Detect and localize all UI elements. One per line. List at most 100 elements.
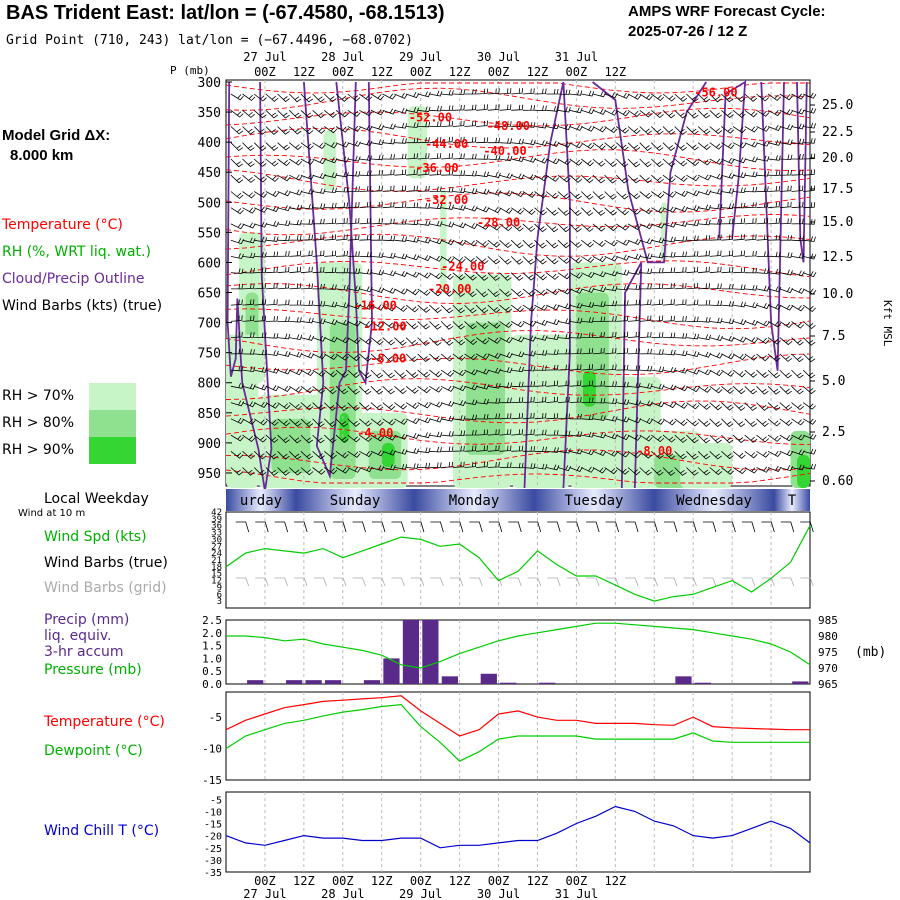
model-grid-value: 8.000 km: [10, 147, 74, 164]
wind-barb: [581, 317, 594, 323]
wind-barb: [721, 318, 735, 325]
wind-barb: [616, 348, 629, 355]
wind-barb: [324, 142, 338, 149]
wind-barb: [300, 283, 313, 290]
wind-barb: [756, 320, 770, 327]
wind-barb: [382, 123, 396, 130]
kft-tick-label: 20.0: [822, 151, 853, 166]
wind-barb: [803, 107, 817, 114]
wind-barb: [627, 109, 641, 118]
wind-barb: [662, 93, 676, 102]
surface-barb-true: [741, 521, 756, 533]
wind-barb: [394, 219, 407, 225]
wind-barb: [733, 267, 746, 274]
wind-barb: [265, 190, 280, 198]
wind-barb: [417, 203, 431, 209]
surface-barb-grid: [605, 577, 619, 587]
wind-barb: [651, 237, 665, 244]
forecast-cycle-label: AMPS WRF Forecast Cycle:: [628, 3, 826, 20]
wind-barb: [627, 467, 641, 476]
wind-barb: [347, 450, 361, 458]
wind-barb: [616, 109, 630, 117]
wind-barb: [441, 430, 454, 437]
wind-barb: [662, 236, 676, 243]
wind-barb: [452, 89, 466, 95]
surface-barb-grid: [410, 577, 425, 587]
wind-barb: [557, 348, 571, 355]
upper-air-panel: -56.00 -52.00 -48.00 -44.00 -40.00 -36.00 -32.…: [170, 64, 894, 492]
wind-barb: [779, 235, 793, 241]
wind-barb: [522, 122, 536, 128]
wind-barb: [289, 402, 302, 410]
wind-barb: [475, 239, 489, 248]
precip-accum-label: 3-hr accum: [44, 644, 124, 660]
wind-barb: [382, 138, 396, 145]
wind-barb: [406, 137, 419, 144]
wind-barb: [417, 462, 431, 469]
wind-barb: [312, 467, 326, 475]
kft-tick-label: 2.5: [822, 425, 845, 440]
surface-barb-grid: [702, 577, 717, 587]
isotherm-label: -32.00: [425, 193, 468, 207]
surface-barb-grid: [741, 577, 756, 587]
wind-barb: [802, 353, 816, 363]
wind-barb: [452, 353, 466, 361]
wind-barb: [756, 251, 769, 257]
surface-barb-true: [469, 521, 483, 533]
wind-barb: [744, 319, 758, 326]
wind-barb: [440, 256, 455, 263]
wind-barb: [627, 191, 641, 200]
wind-barb: [791, 418, 805, 426]
wind-barb: [499, 272, 512, 281]
wind-barb: [511, 104, 524, 111]
wind-barb: [230, 365, 244, 372]
wind-barb: [289, 158, 303, 166]
wind-barb: [802, 321, 816, 330]
wind-barb: [429, 288, 442, 297]
wind-barb: [277, 235, 291, 242]
wind-barb: [300, 418, 314, 428]
wind-barb: [382, 402, 396, 411]
wind-barb: [791, 321, 805, 329]
wind-barb: [242, 450, 255, 460]
wind-barb: [242, 109, 255, 118]
precip-bar: [305, 680, 322, 684]
wind-barb: [604, 174, 617, 184]
wind-barb: [476, 120, 488, 127]
wind-barb: [791, 449, 805, 456]
wind-barb: [557, 141, 572, 148]
wind-barb: [464, 88, 477, 95]
wind-barb: [604, 126, 618, 134]
wind-barb: [324, 402, 337, 411]
wind-barb: [242, 401, 256, 408]
wind-barb: [464, 337, 478, 346]
wind-barb: [709, 283, 722, 290]
wind-barb: [265, 418, 279, 426]
wind-barb: [546, 364, 559, 371]
wind-barb: [791, 287, 805, 294]
wind-barb: [335, 369, 349, 378]
top-hour-label: 12Z: [604, 65, 626, 79]
wind-barb: [394, 463, 408, 470]
wind-barb: [686, 282, 699, 290]
surface-barb-true: [586, 521, 600, 533]
surface-barb-true: [410, 521, 425, 533]
pressure-tick-label: 965: [818, 678, 838, 691]
wind-barb: [779, 93, 793, 101]
wind-barb: [686, 220, 700, 226]
wind-barb: [289, 250, 302, 257]
wind-barb: [756, 125, 770, 132]
wind-barb: [779, 109, 794, 116]
wind-barb: [744, 186, 758, 193]
wind-barb: [406, 463, 419, 469]
wind-barb: [242, 434, 256, 443]
wind-barb: [406, 185, 418, 192]
wind-barb: [733, 218, 745, 225]
wind-barb: [639, 223, 653, 230]
cloud-outline-path: [620, 261, 643, 489]
weekday-label: Wednesday: [676, 493, 752, 509]
wind-barb: [639, 158, 652, 168]
wind-barb: [686, 126, 699, 135]
surface-barb-grid: [780, 577, 795, 587]
wind-barb: [557, 333, 571, 340]
